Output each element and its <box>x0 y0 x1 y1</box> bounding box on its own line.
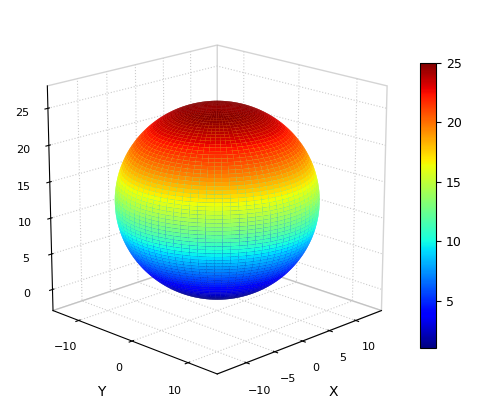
Y-axis label: Y: Y <box>98 385 106 399</box>
X-axis label: X: X <box>328 385 338 399</box>
